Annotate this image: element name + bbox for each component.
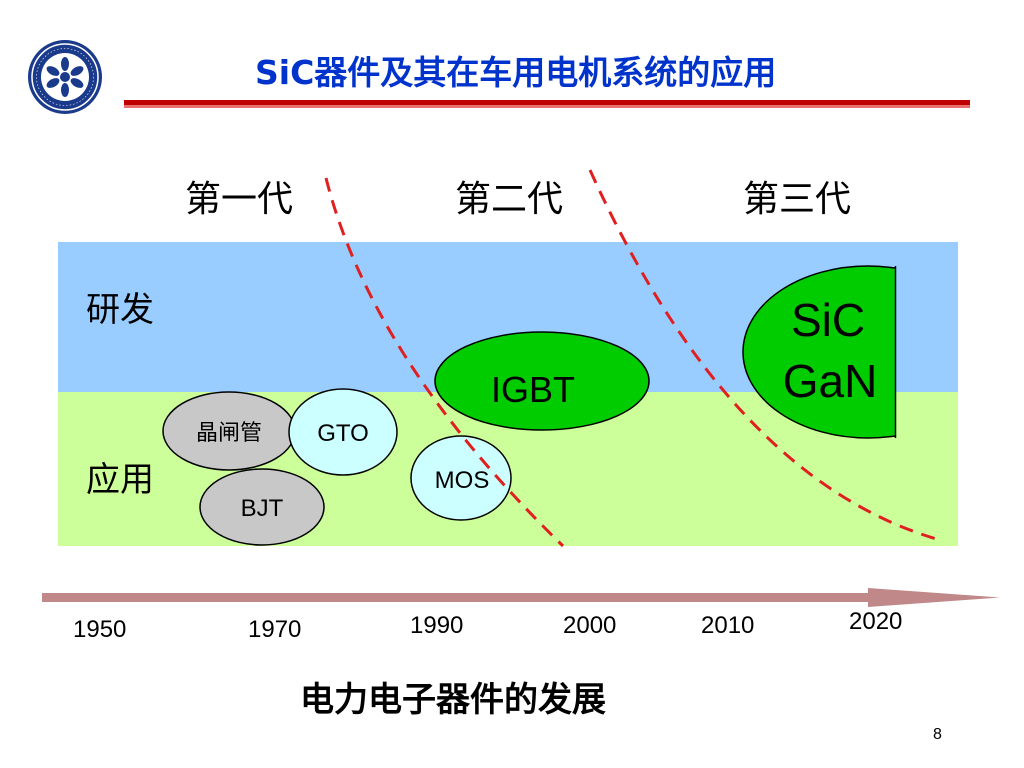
page-title: SiC器件及其在车用电机系统的应用 <box>255 53 777 92</box>
generation-2-label: 第二代 <box>455 179 564 220</box>
bjt-device <box>199 468 325 546</box>
year-label: 2010 <box>701 612 755 639</box>
generation-3-label: 第三代 <box>743 179 852 220</box>
mos-label: MOS <box>435 467 490 494</box>
gto-label: GTO <box>317 420 369 447</box>
year-label: 2020 <box>849 608 903 635</box>
title-rule <box>124 100 970 105</box>
sic-label: SiC <box>791 294 865 346</box>
academy-seal-icon <box>28 40 102 114</box>
generation-divider-1 <box>324 177 565 548</box>
title-rule-shadow <box>124 105 970 108</box>
igbt-label: IGBT <box>491 369 575 410</box>
generation-divider-2 <box>588 169 941 542</box>
timeline-arrow <box>42 588 1000 607</box>
application-band-label: 应用 <box>86 460 154 500</box>
sic-gan-device <box>742 265 896 439</box>
rd-band-label: 研发 <box>86 290 154 330</box>
year-label: 2000 <box>563 612 617 639</box>
thyristor-label: 晶闸管 <box>196 421 262 446</box>
year-label: 1970 <box>248 616 302 643</box>
generation-1-label: 第一代 <box>185 179 294 220</box>
gto-device <box>288 388 398 476</box>
gan-label: GaN <box>783 355 878 407</box>
year-label: 1990 <box>410 612 464 639</box>
igbt-device <box>434 331 650 431</box>
year-label: 1950 <box>73 616 127 643</box>
mos-device <box>410 435 512 521</box>
bjt-label: BJT <box>241 495 284 522</box>
diagram-caption: 电力电子器件的发展 <box>300 680 606 720</box>
page-number: 8 <box>933 726 942 743</box>
